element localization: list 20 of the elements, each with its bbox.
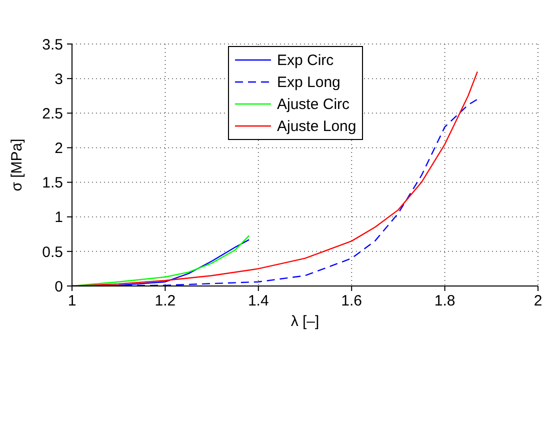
legend-label: Ajuste Long — [277, 118, 356, 134]
y-tick-label: 3 — [54, 70, 63, 88]
x-axis-title: λ [–] — [290, 313, 320, 330]
x-tick-label: 1 — [68, 292, 76, 310]
x-tick-label: 2 — [534, 292, 542, 310]
x-tick-label: 1.2 — [154, 292, 176, 310]
x-tick-label: 1.8 — [434, 292, 456, 310]
legend-label: Exp Long — [277, 74, 340, 90]
legend-label: Exp Circ — [277, 52, 334, 68]
y-axis-title: σ [MPa] — [8, 138, 26, 192]
x-tick-label: 1.6 — [341, 292, 362, 310]
y-tick-label: 3.5 — [42, 36, 63, 54]
y-tick-label: 0 — [54, 278, 63, 296]
y-tick-label: 1.5 — [42, 174, 63, 192]
x-tick-label: 1.4 — [248, 292, 269, 310]
y-tick-label: 0.5 — [42, 244, 63, 261]
y-tick-label: 2 — [54, 140, 63, 158]
y-tick-label: 2.5 — [42, 105, 63, 122]
legend-label: Ajuste Circ — [277, 96, 350, 112]
y-tick-label: 1 — [54, 209, 63, 226]
